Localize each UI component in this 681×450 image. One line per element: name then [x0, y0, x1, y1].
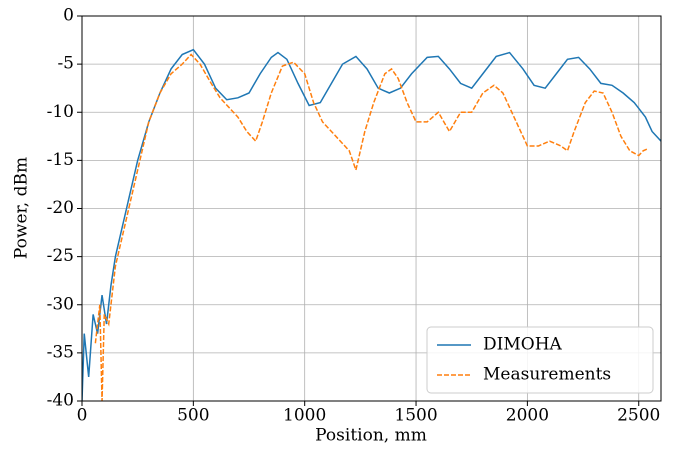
- y-tick-label: -10: [47, 102, 74, 122]
- y-tick-label: -30: [47, 294, 74, 314]
- data-line: [82, 48, 661, 401]
- x-tick-label: 1500: [394, 406, 437, 426]
- x-tick-label: 1000: [283, 406, 326, 426]
- legend-label: Measurements: [483, 365, 611, 385]
- y-tick-label: -15: [47, 150, 74, 170]
- y-axis-label: Power, dBm: [12, 157, 32, 259]
- y-tick-label: -35: [47, 342, 74, 362]
- x-axis-label: Position, mm: [315, 426, 427, 446]
- y-tick-label: -40: [47, 391, 74, 411]
- y-tick-label: -20: [47, 198, 74, 218]
- y-tick-label: -5: [57, 54, 74, 74]
- x-tick-label: 500: [177, 406, 209, 426]
- y-tick-label: -25: [47, 246, 74, 266]
- legend-label: DIMOHA: [483, 335, 563, 355]
- x-tick-label: 0: [77, 406, 88, 426]
- y-tick-label: 0: [63, 6, 74, 26]
- x-tick-label: 2500: [617, 406, 660, 426]
- data-line: [94, 53, 648, 401]
- plot-frame: [81, 15, 662, 402]
- legend-box: [426, 326, 654, 394]
- x-tick-label: 2000: [506, 406, 549, 426]
